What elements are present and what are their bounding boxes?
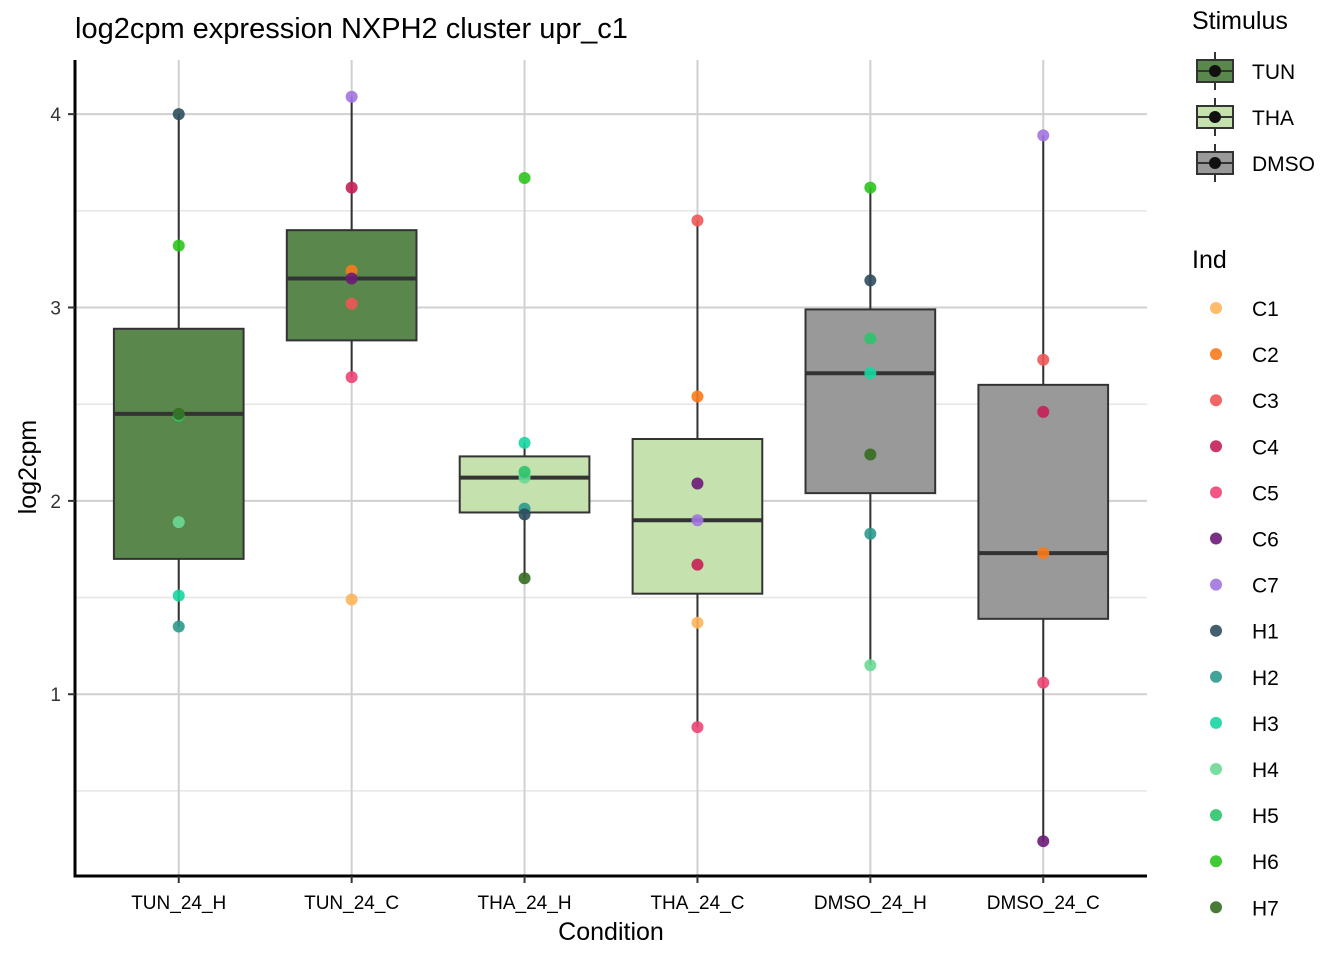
legend-stimulus-title: Stimulus — [1192, 7, 1288, 35]
y-tick-label: 1 — [50, 685, 61, 706]
point-H6 — [864, 181, 877, 194]
point-H4 — [172, 516, 185, 529]
point-C6 — [345, 272, 358, 285]
legend-label: C4 — [1252, 436, 1279, 459]
legend-dot-H4 — [1210, 763, 1222, 775]
point-H7 — [172, 407, 185, 420]
point-H1 — [172, 108, 185, 121]
legend-label: C7 — [1252, 575, 1279, 598]
legend-key-THA: THA — [1196, 98, 1294, 136]
legend-key-TUN: TUN — [1196, 52, 1295, 90]
point-C2 — [1037, 547, 1050, 560]
point-C4 — [345, 181, 358, 194]
point-C7 — [1037, 129, 1050, 142]
legend-label: H3 — [1252, 713, 1279, 736]
legend-dot-H3 — [1210, 716, 1222, 729]
legend-stimulus: Stimulus TUN THA DMSO — [1192, 7, 1315, 182]
legend-ind-title: Ind — [1192, 246, 1227, 274]
point-H2 — [864, 527, 877, 540]
point-H5 — [518, 465, 531, 478]
legend-dot-C2 — [1210, 348, 1222, 361]
legend-dot-H7 — [1210, 901, 1222, 914]
legend-dot-C5 — [1210, 486, 1222, 499]
legend-dot-H1 — [1210, 624, 1222, 637]
point-C4 — [1037, 405, 1050, 418]
point-H3 — [518, 436, 531, 449]
point-H2 — [172, 620, 185, 633]
box-TUN_24_C — [285, 229, 418, 342]
legend-label: C6 — [1252, 529, 1279, 552]
point-C6 — [691, 477, 704, 490]
point-C7 — [345, 90, 358, 103]
point-H6 — [518, 171, 531, 184]
legend-label: C1 — [1252, 298, 1279, 321]
point-H7 — [518, 572, 531, 585]
y-tick-label: 2 — [50, 492, 61, 513]
y-ticks: 1 2 3 4 — [50, 105, 75, 706]
legend-dot-C1 — [1210, 302, 1222, 314]
legend-label: H7 — [1252, 897, 1279, 920]
point-C5 — [1037, 676, 1050, 689]
legend-label: DMSO — [1252, 153, 1315, 176]
legend-dot-C4 — [1210, 440, 1222, 453]
x-tick-label: DMSO_24_H — [814, 893, 927, 914]
legend-dot-C3 — [1210, 394, 1222, 407]
point-H7 — [864, 448, 877, 461]
legend-label: C3 — [1252, 390, 1279, 413]
legend-point — [1209, 157, 1221, 169]
y-axis-label: log2cpm — [14, 420, 42, 515]
point-C3 — [345, 297, 358, 310]
y-tick-label: 4 — [50, 105, 61, 126]
y-tick-label: 3 — [50, 299, 61, 320]
legend-label: THA — [1252, 107, 1294, 130]
axes — [73, 60, 1147, 878]
legend-ind: Ind C1 C2 C3 C4 C5 C6 C7 H1 H2 H3 H4 H5 H6 H7 — [1192, 246, 1279, 920]
x-ticks: TUN_24_H TUN_24_C THA_24_H THA_24_C DMSO_24_… — [131, 876, 1100, 914]
point-C3 — [1037, 353, 1050, 366]
legend-point — [1209, 65, 1221, 77]
legend-dot-C7 — [1210, 578, 1222, 591]
legend-label: H6 — [1252, 851, 1279, 874]
point-C5 — [691, 721, 704, 734]
point-C6 — [1037, 835, 1050, 848]
point-C5 — [345, 371, 358, 384]
legend-dot-H5 — [1210, 809, 1222, 822]
legend-point — [1209, 111, 1221, 123]
legend-label: H1 — [1252, 621, 1279, 644]
point-H1 — [518, 508, 531, 521]
x-tick-label: TUN_24_C — [304, 893, 399, 914]
legend-dot-H2 — [1210, 670, 1222, 683]
x-tick-label: TUN_24_H — [131, 893, 226, 914]
point-H3 — [172, 589, 185, 602]
point-H1 — [864, 274, 877, 287]
point-C2 — [691, 390, 704, 403]
point-C1 — [691, 616, 704, 629]
legend-label: H5 — [1252, 805, 1279, 828]
point-C3 — [691, 214, 704, 227]
x-tick-label: DMSO_24_C — [987, 893, 1100, 914]
box-DMSO_24_C — [977, 383, 1110, 620]
point-H5 — [864, 332, 877, 345]
legend-dot-C6 — [1210, 532, 1222, 545]
point-C7 — [691, 514, 704, 527]
x-axis-label: Condition — [558, 918, 664, 946]
point-H3 — [864, 367, 877, 380]
legend-dot-H6 — [1210, 855, 1222, 868]
x-tick-label: THA_24_C — [650, 893, 744, 914]
legend-key-DMSO: DMSO — [1196, 144, 1315, 182]
points — [172, 90, 1050, 848]
point-C4 — [691, 558, 704, 571]
legend-label: H4 — [1252, 759, 1279, 782]
point-H6 — [172, 239, 185, 252]
point-C1 — [345, 593, 358, 606]
boxes — [112, 96, 1110, 842]
legend-label: C5 — [1252, 482, 1279, 505]
x-tick-label: THA_24_H — [478, 893, 572, 914]
legend-label: H2 — [1252, 667, 1279, 690]
chart-title: log2cpm expression NXPH2 cluster upr_c1 — [75, 13, 628, 45]
point-H4 — [864, 659, 877, 672]
legend-label: C2 — [1252, 344, 1279, 367]
legend-label: TUN — [1252, 61, 1295, 84]
